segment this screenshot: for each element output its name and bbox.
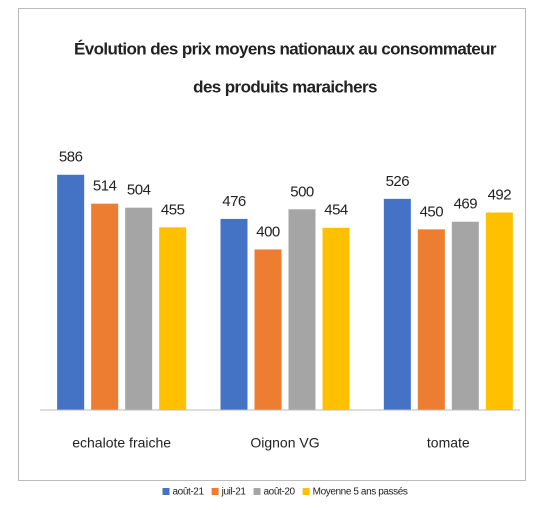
legend: août-21 juil-21 août-20 Moyenne 5 ans passé… [162, 487, 408, 498]
data-label: 400 [256, 223, 280, 240]
data-label: 450 [420, 203, 444, 220]
x-tick-label: tomate [427, 435, 470, 451]
chart-border [18, 8, 526, 481]
data-label: 492 [488, 186, 512, 203]
data-label: 469 [454, 196, 478, 213]
legend-label: août-20 [264, 487, 296, 498]
data-label: 455 [161, 201, 185, 218]
data-label: 586 [59, 149, 83, 166]
legend-swatch [211, 488, 219, 495]
bar [383, 198, 411, 410]
bar [159, 227, 187, 410]
bar [91, 203, 119, 410]
bar [220, 218, 248, 410]
data-label: 526 [386, 173, 410, 190]
legend-label: Moyenne 5 ans passés [313, 487, 408, 498]
legend-swatch [253, 488, 261, 495]
bar [57, 174, 85, 410]
bar [322, 227, 350, 410]
legend-label: juil-21 [221, 487, 247, 498]
bar [125, 207, 153, 410]
legend-swatch [302, 488, 310, 495]
data-label: 500 [290, 183, 314, 200]
chart-title: des produits maraichers [193, 77, 377, 96]
bar [288, 209, 316, 410]
chart-title: Évolution des prix moyens nationaux au c… [74, 39, 497, 58]
bar [485, 212, 513, 410]
bar [451, 221, 479, 410]
legend-label: août-21 [173, 487, 205, 498]
bar [254, 249, 282, 410]
x-tick-label: Oignon VG [250, 435, 319, 451]
bar [417, 229, 445, 410]
data-label: 476 [222, 193, 246, 210]
legend-swatch [162, 488, 170, 495]
data-label: 514 [93, 178, 117, 195]
data-label: 504 [127, 182, 151, 199]
x-tick-label: echalote fraiche [72, 435, 171, 451]
data-label: 454 [324, 202, 348, 219]
